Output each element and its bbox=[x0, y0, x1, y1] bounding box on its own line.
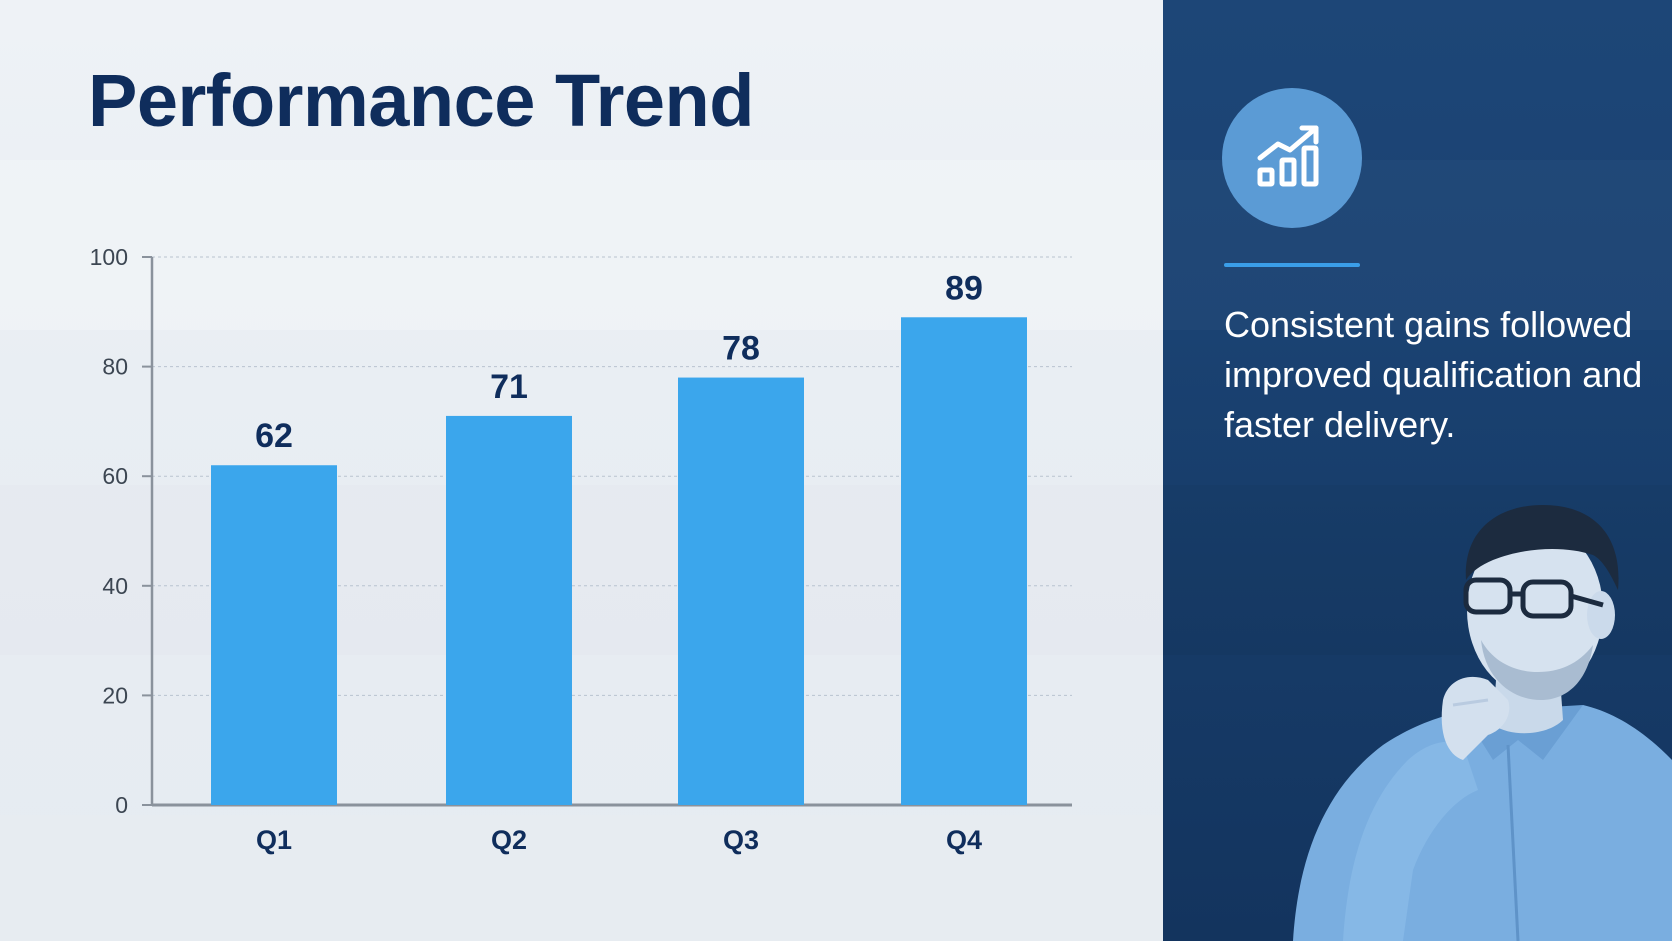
insight-text: Consistent gains followed improved quali… bbox=[1224, 304, 1643, 445]
bar-value-label: 62 bbox=[255, 417, 293, 455]
page-title: Performance Trend bbox=[88, 59, 754, 142]
thinking-man-with-glasses bbox=[1293, 505, 1672, 941]
y-tick-label: 60 bbox=[102, 463, 128, 489]
x-tick-label: Q4 bbox=[946, 825, 982, 855]
y-tick-label: 80 bbox=[102, 354, 128, 380]
bar-q2 bbox=[446, 415, 572, 805]
bar-value-label: 71 bbox=[490, 368, 528, 406]
background-band bbox=[0, 815, 1163, 941]
bar-q4 bbox=[901, 317, 1027, 805]
background-band bbox=[0, 160, 1163, 330]
y-tick-label: 40 bbox=[102, 573, 128, 599]
bar-q1 bbox=[211, 465, 337, 805]
chart-panel: Performance Trend 0 20 40 60 80 100 62 Q1 71 Q2 78… bbox=[0, 0, 1163, 941]
y-tick-label: 20 bbox=[102, 682, 128, 708]
insight-panel: Consistent gains followed improved quali… bbox=[1163, 0, 1672, 941]
x-tick-label: Q3 bbox=[723, 825, 759, 855]
x-tick-label: Q1 bbox=[256, 825, 292, 855]
growth-chart-icon bbox=[1222, 88, 1362, 228]
bar-q3 bbox=[678, 377, 804, 805]
bar-value-label: 89 bbox=[945, 269, 983, 307]
bar-value-label: 78 bbox=[722, 330, 760, 368]
y-tick-label: 100 bbox=[90, 244, 128, 270]
x-tick-label: Q2 bbox=[491, 825, 527, 855]
bar-chart: 0 20 40 60 80 100 62 Q1 71 Q2 78 Q3 89 Q4 bbox=[90, 244, 1072, 855]
growth-chart-icon-glyph bbox=[1257, 125, 1319, 187]
y-tick-label: 0 bbox=[115, 792, 128, 818]
accent-divider bbox=[1224, 263, 1360, 267]
